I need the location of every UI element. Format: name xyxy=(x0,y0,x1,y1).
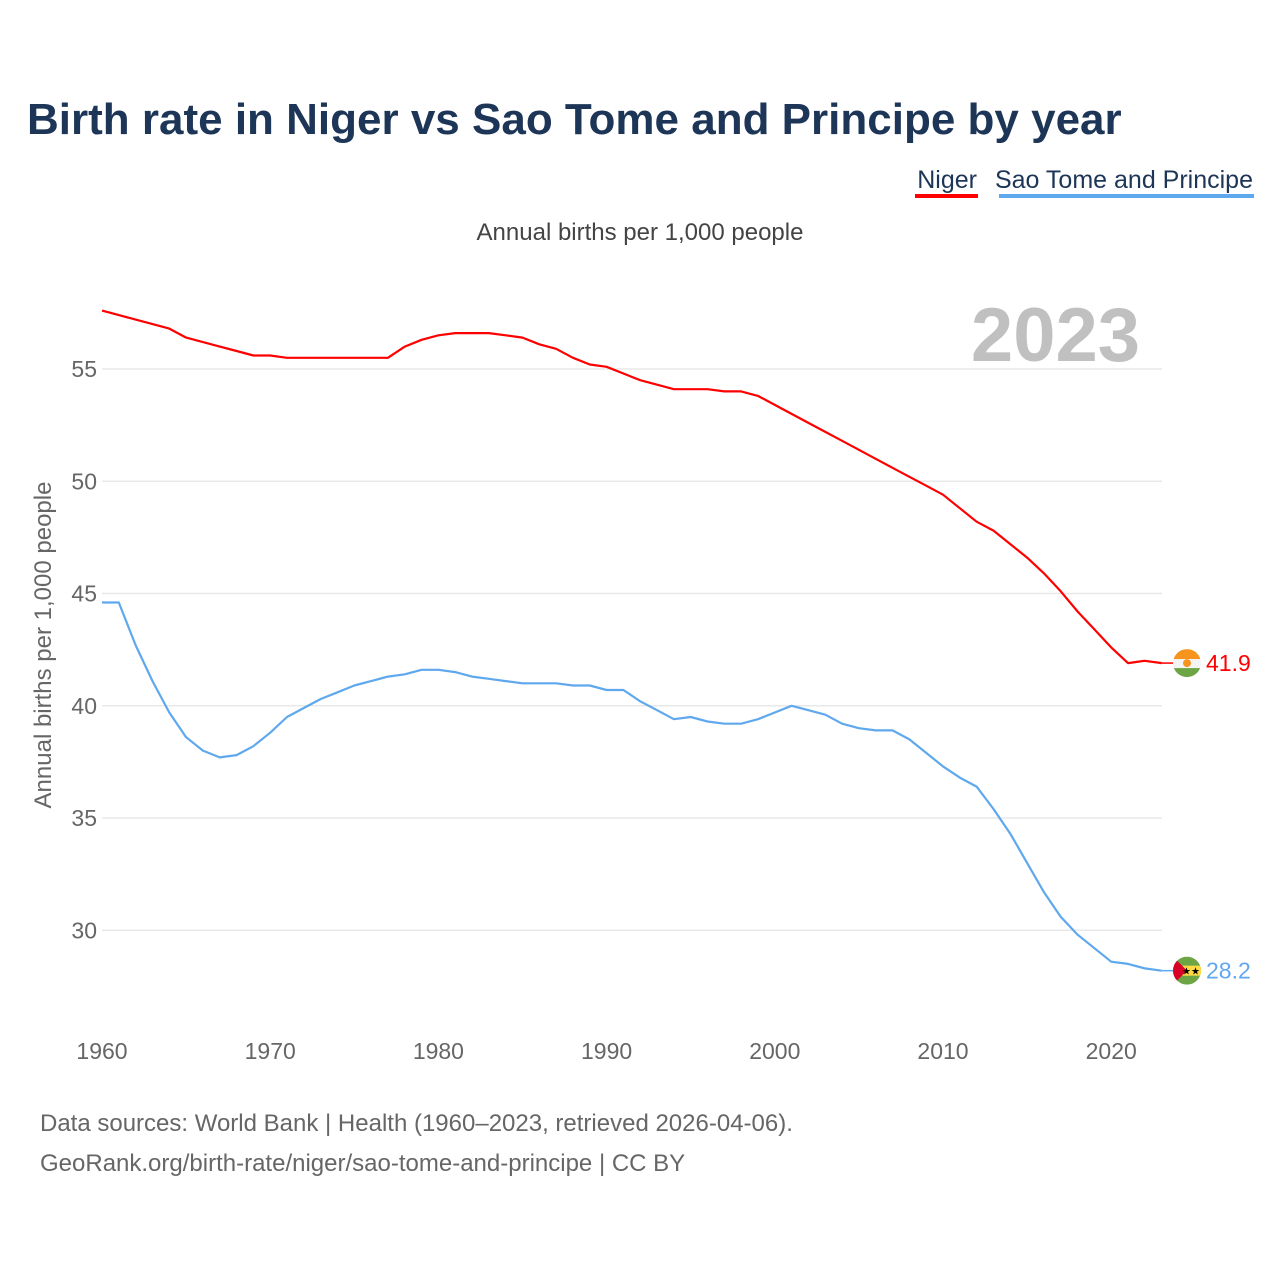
legend-item-niger[interactable]: Niger xyxy=(917,166,977,194)
chart-subtitle: Annual births per 1,000 people xyxy=(477,219,804,246)
gridlines: 30 35 40 45 50 55 1960 1970 1980 1990 2000 2010 2020 xyxy=(71,356,1162,1064)
y-tick-label: 45 xyxy=(71,581,97,607)
chart-title: Birth rate in Niger vs Sao Tome and Prin… xyxy=(27,95,1122,144)
y-tick-label: 55 xyxy=(71,356,97,382)
legend-swatch-niger xyxy=(915,194,978,198)
end-value-label: 41.9 xyxy=(1206,650,1251,676)
end-markers: 41.9 ★★ 28.2 xyxy=(1161,649,1251,985)
svg-text:★★: ★★ xyxy=(1182,967,1200,978)
y-axis-label: Annual births per 1,000 people xyxy=(30,482,57,809)
end-value-label: 28.2 xyxy=(1206,958,1251,984)
y-tick-label: 40 xyxy=(71,693,97,719)
y-tick-label: 35 xyxy=(71,805,97,831)
x-tick-label: 1960 xyxy=(76,1038,127,1064)
x-tick-label: 1980 xyxy=(413,1038,464,1064)
series-lines xyxy=(101,309,1162,972)
x-tick-label: 1990 xyxy=(581,1038,632,1064)
niger-flag-icon xyxy=(1173,649,1201,678)
y-tick-label: 50 xyxy=(71,468,97,494)
legend-swatch-sao-tome xyxy=(999,194,1254,198)
x-tick-label: 1970 xyxy=(245,1038,296,1064)
legend: Sao Tome and Principe Niger xyxy=(915,166,1254,198)
y-tick-label: 30 xyxy=(71,917,97,943)
series-line-niger xyxy=(101,309,1162,665)
year-label: 2023 xyxy=(971,293,1140,378)
source-line-1: Data sources: World Bank | Health (1960–… xyxy=(40,1110,793,1137)
x-tick-label: 2020 xyxy=(1086,1038,1137,1064)
sao-tome-flag-icon: ★★ xyxy=(1173,956,1201,985)
source-line-2[interactable]: GeoRank.org/birth-rate/niger/sao-tome-an… xyxy=(40,1150,685,1177)
x-tick-label: 2010 xyxy=(917,1038,968,1064)
series-line-sao-tome xyxy=(102,601,1162,972)
x-tick-label: 2000 xyxy=(749,1038,800,1064)
legend-item-sao-tome[interactable]: Sao Tome and Principe xyxy=(995,166,1253,194)
